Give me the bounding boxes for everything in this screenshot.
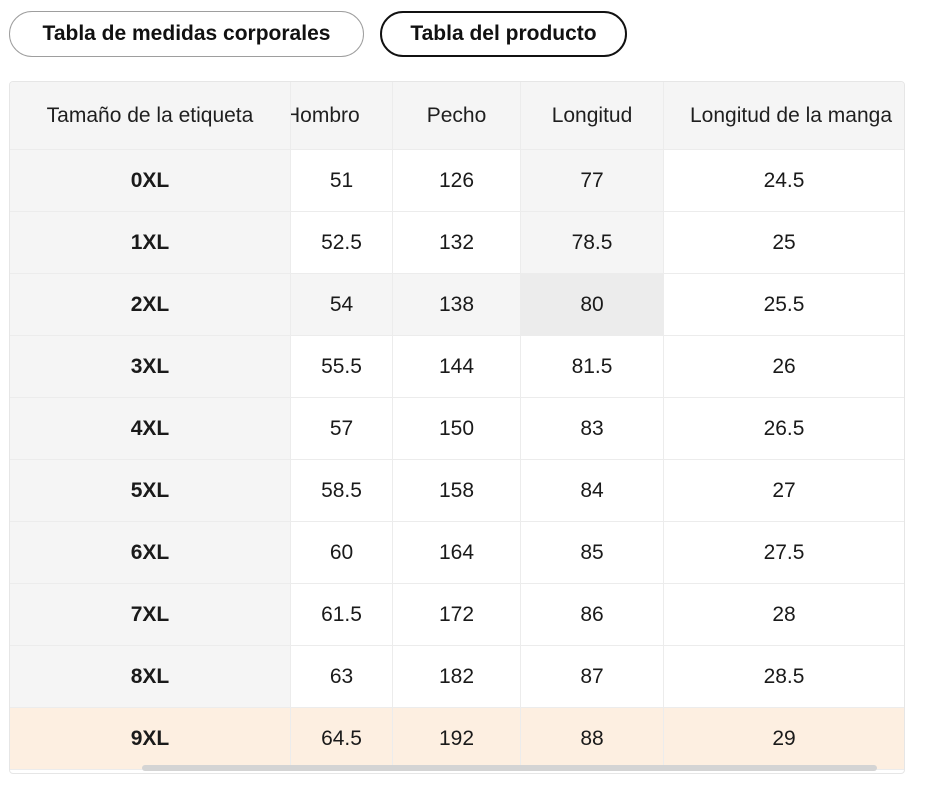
- measurement-cell: 57: [291, 398, 393, 459]
- measurement-cell: 80: [521, 274, 664, 335]
- size-label-cell: 1XL: [10, 212, 291, 273]
- size-label-cell: 6XL: [10, 522, 291, 583]
- measurement-cell: 28: [772, 602, 796, 626]
- header-chest: Pecho: [393, 82, 521, 149]
- header-sleeve-length: Longitud de la manga: [690, 103, 892, 127]
- table-row: 3XL 55.5 144 81.5 26: [10, 336, 904, 398]
- measurement-cell: 26.5: [763, 416, 805, 440]
- header-length: Longitud: [521, 82, 664, 149]
- measurement-cell: 25: [772, 230, 796, 254]
- measurement-cell: 58.5: [291, 460, 393, 521]
- measurement-cell: 83: [521, 398, 664, 459]
- size-label-cell: 2XL: [10, 274, 291, 335]
- measurement-cell: 164: [393, 522, 521, 583]
- header-label-size: Tamaño de la etiqueta: [10, 82, 291, 149]
- measurement-cell: 64.5: [291, 708, 393, 769]
- measurement-cell: 138: [393, 274, 521, 335]
- table-row: 6XL 60 164 85 27.5: [10, 522, 904, 584]
- measurement-cell: 192: [393, 708, 521, 769]
- measurement-cell: 144: [393, 336, 521, 397]
- table-row: 5XL 58.5 158 84 27: [10, 460, 904, 522]
- table-row: 8XL 63 182 87 28.5: [10, 646, 904, 708]
- size-label-cell: 3XL: [10, 336, 291, 397]
- table-row: 1XL 52.5 132 78.5 25: [10, 212, 904, 274]
- size-table: Tamaño de la etiqueta Hombro Pecho Longi…: [9, 81, 905, 774]
- size-label-cell: 9XL: [10, 708, 291, 769]
- measurement-cell: 63: [291, 646, 393, 707]
- size-label-cell: 8XL: [10, 646, 291, 707]
- tab-product-measurements[interactable]: Tabla del producto: [380, 11, 627, 57]
- measurement-cell: 52.5: [291, 212, 393, 273]
- measurement-cell: 81.5: [521, 336, 664, 397]
- measurement-cell: 24.5: [763, 168, 805, 192]
- size-label-cell: 7XL: [10, 584, 291, 645]
- measurement-cell: 158: [393, 460, 521, 521]
- size-chart-tabs: Tabla de medidas corporales Tabla del pr…: [9, 11, 627, 57]
- measurement-cell: 54: [291, 274, 393, 335]
- measurement-cell: 126: [393, 150, 521, 211]
- measurement-cell: 150: [393, 398, 521, 459]
- measurement-cell: 86: [521, 584, 664, 645]
- table-row: 7XL 61.5 172 86 28: [10, 584, 904, 646]
- size-label-cell: 0XL: [10, 150, 291, 211]
- measurement-cell: 87: [521, 646, 664, 707]
- measurement-cell: 27: [772, 478, 796, 502]
- table-row: 9XL 64.5 192 88 29: [10, 708, 904, 770]
- measurement-cell: 132: [393, 212, 521, 273]
- measurement-cell: 29: [772, 726, 796, 750]
- measurement-cell: 51: [291, 150, 393, 211]
- measurement-cell: 26: [772, 354, 796, 378]
- measurement-cell: 77: [521, 150, 664, 211]
- measurement-cell: 28.5: [763, 664, 805, 688]
- header-shoulder: Hombro: [291, 82, 393, 149]
- measurement-cell: 55.5: [291, 336, 393, 397]
- size-label-cell: 5XL: [10, 460, 291, 521]
- measurement-cell: 85: [521, 522, 664, 583]
- measurement-cell: 25.5: [763, 292, 805, 316]
- measurement-cell: 84: [521, 460, 664, 521]
- measurement-cell: 182: [393, 646, 521, 707]
- tab-body-measurements[interactable]: Tabla de medidas corporales: [9, 11, 364, 57]
- measurement-cell: 60: [291, 522, 393, 583]
- measurement-cell: 78.5: [521, 212, 664, 273]
- table-row: 4XL 57 150 83 26.5: [10, 398, 904, 460]
- horizontal-scrollbar[interactable]: [142, 765, 877, 771]
- measurement-cell: 27.5: [763, 540, 805, 564]
- table-header-row: Tamaño de la etiqueta Hombro Pecho Longi…: [10, 82, 904, 150]
- measurement-cell: 172: [393, 584, 521, 645]
- table-row: 0XL 51 126 77 24.5: [10, 150, 904, 212]
- measurement-cell: 61.5: [291, 584, 393, 645]
- table-row: 2XL 54 138 80 25.5: [10, 274, 904, 336]
- measurement-cell: 88: [521, 708, 664, 769]
- size-label-cell: 4XL: [10, 398, 291, 459]
